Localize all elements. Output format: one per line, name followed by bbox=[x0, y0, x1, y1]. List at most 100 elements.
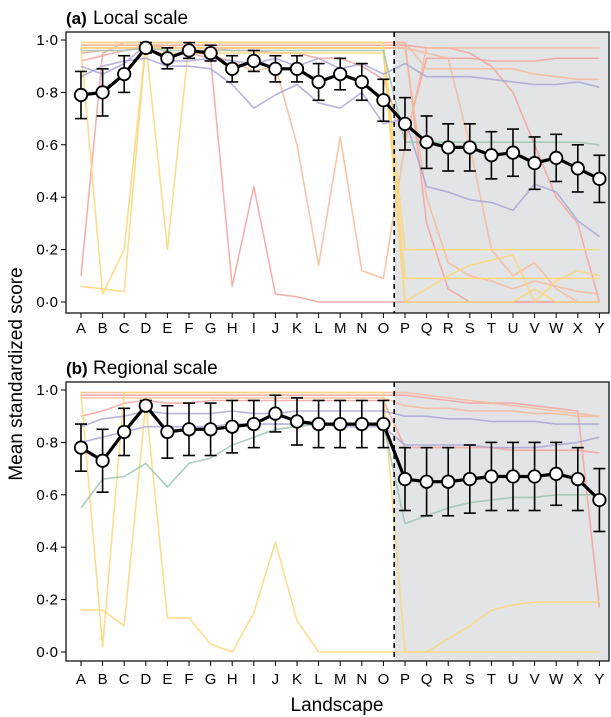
mean-point bbox=[549, 466, 564, 481]
mean-point bbox=[311, 416, 326, 432]
mean-point bbox=[570, 161, 585, 176]
x-tick-label: Y bbox=[594, 320, 604, 337]
panel-letter: (b) bbox=[66, 359, 88, 378]
mean-point bbox=[246, 416, 261, 432]
x-tick-label: F bbox=[184, 320, 193, 337]
mean-point bbox=[289, 414, 305, 429]
y-tick-label: 1·0 bbox=[36, 32, 58, 49]
x-tick-label: H bbox=[227, 671, 238, 688]
mean-point bbox=[333, 66, 348, 82]
x-tick-label: K bbox=[292, 671, 302, 688]
x-tick-label: Q bbox=[421, 320, 433, 337]
x-tick-label: P bbox=[400, 320, 410, 337]
x-tick-label: V bbox=[530, 671, 540, 688]
x-tick-label: R bbox=[443, 671, 454, 688]
x-tick-label: O bbox=[378, 671, 390, 688]
mean-point bbox=[117, 66, 132, 82]
x-tick-label: A bbox=[76, 671, 86, 688]
panel-letter: (a) bbox=[66, 9, 87, 28]
mean-point bbox=[181, 43, 197, 58]
mean-point bbox=[376, 93, 391, 108]
mean-point bbox=[73, 87, 89, 103]
mean-point bbox=[311, 74, 326, 90]
x-tick-label: M bbox=[334, 320, 347, 337]
x-tick-label: Q bbox=[421, 671, 433, 688]
mean-point bbox=[289, 61, 305, 76]
y-tick-label: 0·0 bbox=[36, 644, 58, 661]
y-tick-label: 0·2 bbox=[36, 242, 58, 259]
x-tick-label: I bbox=[252, 320, 256, 337]
mean-point bbox=[225, 61, 240, 76]
x-tick-label: U bbox=[508, 320, 519, 337]
x-tick-label: B bbox=[98, 320, 108, 337]
background-series-line bbox=[81, 397, 600, 418]
mean-point bbox=[397, 116, 413, 131]
x-tick-label: W bbox=[549, 320, 564, 337]
x-tick-label: W bbox=[549, 671, 564, 688]
mean-point bbox=[376, 416, 391, 432]
x-tick-label: H bbox=[227, 320, 238, 337]
mean-point bbox=[333, 416, 348, 432]
mean-point bbox=[419, 474, 434, 489]
panel-title: Regional scale bbox=[93, 358, 218, 379]
mean-point bbox=[462, 471, 477, 487]
mean-point bbox=[505, 145, 521, 160]
y-tick-label: 0·8 bbox=[36, 84, 58, 101]
x-tick-label: N bbox=[356, 671, 367, 688]
mean-point bbox=[419, 135, 434, 150]
background-series-line bbox=[81, 402, 600, 653]
x-tick-label: V bbox=[530, 320, 540, 337]
mean-point bbox=[592, 492, 607, 508]
mean-point bbox=[225, 419, 240, 434]
x-tick-label: A bbox=[76, 320, 86, 337]
shaded-region bbox=[394, 382, 609, 661]
panel-a-local-scale: 0·0 0·2 0·4 0·6 0·8 1·0 A B C D E F G H I J K L M N O P Q R S T U V… bbox=[36, 8, 610, 337]
x-tick-label: O bbox=[378, 320, 390, 337]
x-tick-label: L bbox=[314, 671, 322, 688]
panel-title: Local scale bbox=[93, 8, 188, 29]
y-tick-label: 0·4 bbox=[36, 189, 58, 206]
mean-point bbox=[268, 61, 283, 76]
mean-point bbox=[95, 85, 110, 100]
x-tick-label: I bbox=[252, 671, 256, 688]
x-tick-label: G bbox=[205, 320, 217, 337]
x-tick-label: L bbox=[314, 320, 322, 337]
background-series-line bbox=[80, 391, 600, 653]
x-tick-label: T bbox=[487, 320, 496, 337]
mean-point bbox=[397, 471, 413, 487]
x-tick-label: X bbox=[573, 320, 583, 337]
mean-point bbox=[354, 416, 369, 432]
plot-frame bbox=[65, 381, 610, 662]
x-tick-label: R bbox=[443, 320, 454, 337]
mean-point bbox=[181, 422, 197, 437]
mean-point bbox=[441, 474, 456, 489]
mean-point bbox=[441, 140, 456, 155]
x-tick-label: S bbox=[465, 320, 475, 337]
x-tick-label: D bbox=[140, 671, 151, 688]
mean-point bbox=[354, 74, 369, 90]
x-tick-label: T bbox=[487, 671, 496, 688]
y-tick-label: 0·6 bbox=[36, 137, 58, 154]
mean-point bbox=[246, 53, 261, 69]
background-series-line bbox=[81, 44, 600, 280]
panel-b-regional-scale: 0·0 0·2 0·4 0·6 0·8 1·0 A B C D E F G H I J K L M N O P Q R S T U V… bbox=[36, 358, 610, 688]
mean-point bbox=[160, 424, 175, 440]
y-tick-label: 0·6 bbox=[36, 487, 58, 504]
mean-point bbox=[527, 469, 542, 484]
mean-point bbox=[484, 148, 499, 163]
x-tick-label: M bbox=[334, 671, 347, 688]
mean-point bbox=[73, 440, 89, 455]
x-tick-label: J bbox=[272, 320, 280, 337]
mean-point bbox=[505, 469, 521, 484]
mean-point bbox=[549, 150, 564, 165]
mean-point bbox=[462, 140, 477, 155]
mean-point bbox=[95, 453, 110, 468]
background-series-line bbox=[81, 394, 601, 608]
background-series-line bbox=[81, 41, 600, 251]
x-tick-label: E bbox=[162, 671, 172, 688]
y-tick-label: 0·4 bbox=[36, 539, 58, 556]
x-tick-label: S bbox=[465, 671, 475, 688]
x-tick-label: C bbox=[119, 320, 130, 337]
x-axis-title: Landscape bbox=[291, 695, 384, 716]
